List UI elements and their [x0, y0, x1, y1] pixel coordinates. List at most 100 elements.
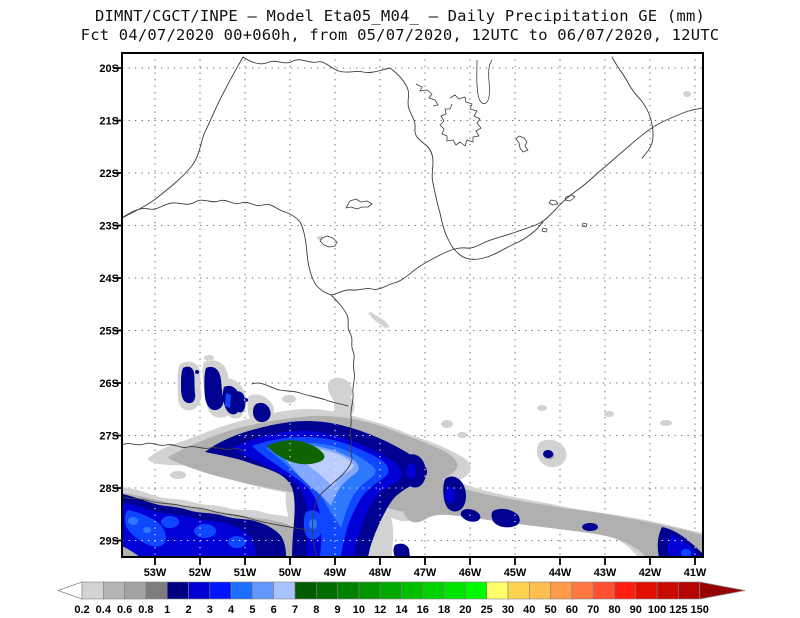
colorbar-label: 2: [185, 604, 191, 616]
colorbar-label: 7: [292, 604, 298, 616]
colorbar: 0.2 0.4 0.6 0.8 1 2 3 4 5 6 7 8 9 10 12 …: [56, 581, 746, 616]
colorbar-right-arrow: [699, 581, 746, 600]
colorbar-label: 14: [395, 604, 408, 616]
lon-label: 48W: [369, 567, 392, 579]
colorbar-label: 4: [228, 604, 235, 616]
lat-label: 29S: [99, 536, 119, 548]
colorbar-cell: [528, 581, 551, 600]
colorbar-label: 5: [249, 604, 255, 616]
colorbar-cell: [507, 581, 530, 600]
colorbar-label: 9: [335, 604, 341, 616]
colorbar-label: 70: [587, 604, 599, 616]
colorbar-cell: [422, 581, 445, 600]
colorbar-label: 16: [417, 604, 429, 616]
lon-label: 47W: [414, 567, 437, 579]
colorbar-cell: [124, 581, 147, 600]
colorbar-label: 125: [669, 604, 687, 616]
colorbar-cell: [656, 581, 679, 600]
colorbar-left-arrow: [56, 581, 83, 600]
colorbar-cell: [230, 581, 253, 600]
colorbar-label: 0.4: [96, 604, 112, 616]
lon-axis-labels: 53W 52W 51W 50W 49W 48W 47W 46W 45W 44W …: [144, 567, 707, 579]
colorbar-labels: 0.2 0.4 0.6 0.8 1 2 3 4 5 6 7 8 9 10 12 …: [74, 604, 709, 616]
colorbar-label: 30: [502, 604, 514, 616]
lat-label: 23S: [99, 221, 119, 233]
title-line-1: DIMNT/CGCT/INPE – Model Eta05_M04_ – Dai…: [95, 7, 705, 25]
colorbar-label: 1: [164, 604, 170, 616]
colorbar-label: 20: [459, 604, 471, 616]
colorbar-cell: [188, 581, 211, 600]
colorbar-label: 80: [608, 604, 620, 616]
title-line-2: Fct 04/07/2020 00+060h, from 05/07/2020,…: [81, 26, 720, 44]
colorbar-label: 25: [481, 604, 493, 616]
colorbar-cell: [486, 581, 509, 600]
colorbar-cell: [145, 581, 168, 600]
colorbar-cells: [81, 581, 701, 600]
lon-label: 51W: [234, 567, 257, 579]
lat-axis-labels: 20S 21S 22S 23S 24S 25S 26S 27S 28S 29S: [99, 63, 119, 548]
lat-label: 24S: [99, 273, 119, 285]
colorbar-label: 0.6: [117, 604, 132, 616]
lakes-and-reservoirs: [319, 59, 588, 248]
colorbar-label: 40: [523, 604, 535, 616]
colorbar-label: 6: [271, 604, 277, 616]
lat-label: 27S: [99, 431, 119, 443]
lon-label: 41W: [684, 567, 707, 579]
colorbar-cell: [337, 581, 360, 600]
colorbar-cell: [443, 581, 466, 600]
precip-region-green-core: [267, 440, 325, 465]
precip-region-nw-navy-blobs: [181, 366, 271, 423]
colorbar-cell: [379, 581, 402, 600]
colorbar-label: 12: [374, 604, 386, 616]
colorbar-cell: [358, 581, 381, 600]
lon-label: 43W: [594, 567, 617, 579]
lon-label: 42W: [639, 567, 662, 579]
lat-label: 26S: [99, 378, 119, 390]
geography: [121, 56, 704, 558]
colorbar-cell: [103, 581, 125, 600]
lon-label: 45W: [504, 567, 527, 579]
colorbar-cell: [81, 581, 104, 600]
colorbar-label: 0.2: [74, 604, 89, 616]
colorbar-label: 8: [313, 604, 319, 616]
lat-tick-marks: [113, 67, 122, 542]
colorbar-cell: [571, 581, 594, 600]
colorbar-label: 90: [630, 604, 642, 616]
colorbar-cell: [209, 581, 232, 600]
precip-region-coastal-gray2: [399, 469, 703, 557]
colorbar-cell: [315, 581, 338, 600]
precip-shading: [122, 91, 703, 557]
colorbar-cell: [614, 581, 637, 600]
lat-label: 25S: [99, 326, 119, 338]
colorbar-label: 150: [691, 604, 709, 616]
colorbar-cell: [273, 581, 296, 600]
lat-label: 21S: [99, 116, 119, 128]
colorbar-label: 60: [566, 604, 578, 616]
lon-label: 53W: [144, 567, 167, 579]
colorbar-label: 3: [207, 604, 213, 616]
colorbar-cell: [252, 581, 274, 600]
colorbar-label: 10: [353, 604, 365, 616]
colorbar-cell: [592, 581, 615, 600]
lat-label: 22S: [99, 168, 119, 180]
colorbar-cell: [294, 581, 317, 600]
lat-label: 20S: [99, 63, 119, 75]
lon-label: 50W: [279, 567, 302, 579]
colorbar-cell: [678, 581, 701, 600]
coastline: [311, 107, 704, 558]
colorbar-cell: [401, 581, 424, 600]
colorbar-cell: [166, 581, 189, 600]
state-borders: [121, 56, 654, 532]
colorbar-label: 18: [438, 604, 450, 616]
lon-tick-marks: [154, 557, 696, 565]
lon-label: 44W: [549, 567, 572, 579]
lon-label: 46W: [459, 567, 482, 579]
map-frame: [121, 52, 704, 558]
colorbar-cell: [635, 581, 658, 600]
precip-region-blue4-dots: [128, 517, 318, 533]
lat-label: 28S: [99, 483, 119, 495]
colorbar-cell: [550, 581, 573, 600]
precip-region-gray-specks: [317, 91, 692, 468]
